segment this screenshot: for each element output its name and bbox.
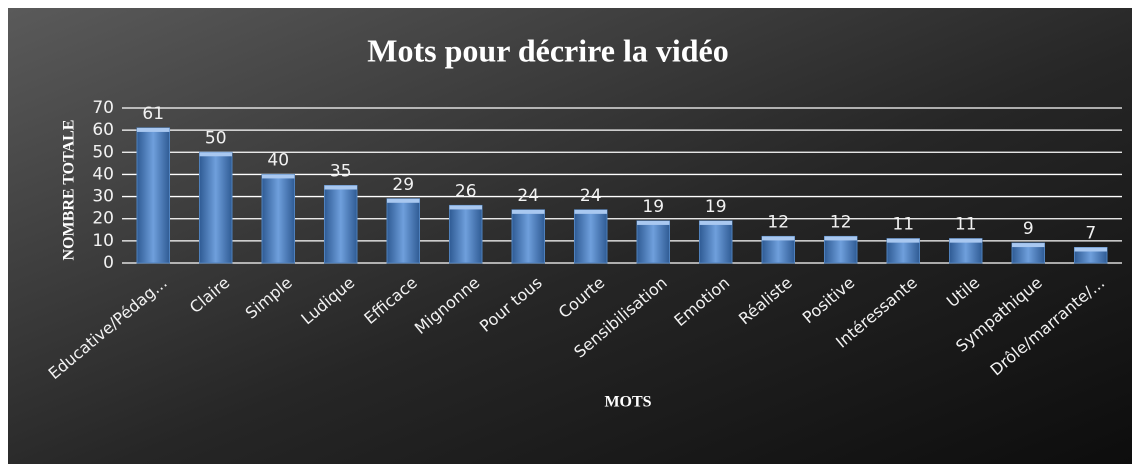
x-axis-label: MOTS xyxy=(604,394,651,411)
bar-cap xyxy=(324,185,357,190)
bar-cap xyxy=(1012,243,1045,248)
bar-cap xyxy=(512,209,545,214)
bar-cap xyxy=(574,209,607,214)
y-tick-label: 0 xyxy=(103,253,114,273)
data-label: 61 xyxy=(142,104,164,124)
data-label: 24 xyxy=(517,186,539,206)
bar xyxy=(574,209,608,264)
data-label: 19 xyxy=(642,197,664,217)
bar-cap xyxy=(449,205,482,210)
y-tick-label: 10 xyxy=(92,231,114,251)
y-tick-label: 40 xyxy=(92,164,114,184)
data-label: 19 xyxy=(705,197,727,217)
data-label: 11 xyxy=(892,215,914,235)
bar xyxy=(699,220,733,264)
data-label: 7 xyxy=(1085,224,1096,244)
bar xyxy=(949,238,983,264)
chart-title: Mots pour décrire la vidéo xyxy=(367,32,728,68)
background xyxy=(8,8,1132,464)
data-label: 11 xyxy=(955,215,977,235)
bar-cap xyxy=(637,220,670,225)
bar-cap xyxy=(699,220,732,225)
bar-cap xyxy=(387,198,420,203)
bar xyxy=(449,204,483,264)
data-label: 50 xyxy=(205,128,227,148)
bar-cap xyxy=(262,174,295,179)
bar xyxy=(511,209,545,264)
bar xyxy=(136,127,170,264)
y-tick-label: 30 xyxy=(92,187,114,207)
bar xyxy=(324,185,358,264)
bar xyxy=(886,238,920,264)
bar-cap xyxy=(1074,247,1107,252)
data-label: 26 xyxy=(455,181,477,201)
y-tick-label: 70 xyxy=(92,98,114,118)
bar-cap xyxy=(887,238,920,243)
data-label: 9 xyxy=(1023,219,1034,239)
bar-cap xyxy=(824,236,857,241)
data-label: 35 xyxy=(330,162,352,182)
y-tick-label: 20 xyxy=(92,209,114,229)
bar xyxy=(261,173,295,264)
bar-cap xyxy=(762,236,795,241)
bar xyxy=(386,198,420,264)
bar xyxy=(199,151,233,264)
data-label: 12 xyxy=(830,212,852,232)
y-tick-label: 50 xyxy=(92,142,114,162)
data-label: 12 xyxy=(767,212,789,232)
data-label: 24 xyxy=(580,186,602,206)
data-label: 29 xyxy=(392,175,414,195)
y-tick-label: 60 xyxy=(92,120,114,140)
bar-cap xyxy=(137,127,170,132)
bar-cap xyxy=(199,152,232,157)
bar-cap xyxy=(949,238,982,243)
data-label: 40 xyxy=(267,150,289,170)
y-axis-label: NOMBRE TOTALE xyxy=(61,120,78,261)
bar xyxy=(636,220,670,264)
